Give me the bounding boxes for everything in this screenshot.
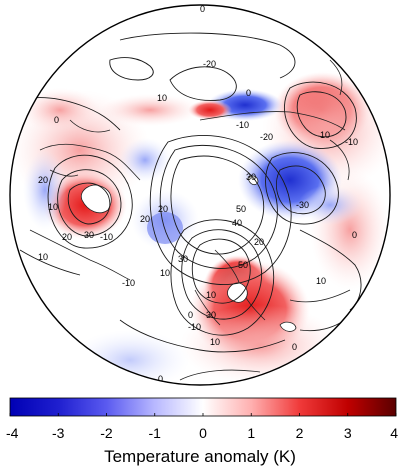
contour-label: 20 (140, 214, 150, 224)
contour-label: 0 (54, 115, 59, 125)
colorbar-tick-label: 4 (390, 425, 398, 441)
contour-zero (119, 32, 296, 79)
colorbar-tick-label: 2 (296, 425, 304, 441)
contour-zero (169, 66, 237, 101)
contour-label: 30 (246, 172, 256, 182)
contour-label: 20 (158, 204, 168, 214)
colorbar-ticks: -4 -3 -2 -1 0 1 2 3 4 (6, 413, 398, 441)
colorbar-tick-label: -2 (100, 425, 113, 441)
coastlines (29, 59, 351, 381)
contour-positive (149, 135, 292, 285)
contour-negative (57, 169, 122, 237)
contour-label: 20 (254, 237, 264, 247)
cold-anomaly-center-core (147, 212, 183, 244)
contour-label: -10 (236, 120, 249, 130)
contour-label: -20 (260, 132, 273, 142)
contour-zero (19, 249, 81, 276)
contour-label: 50 (236, 204, 246, 214)
contour-label: 20 (62, 232, 72, 242)
contour-label: 30 (178, 254, 188, 264)
contour-label: 0 (200, 4, 205, 14)
contour-label: 40 (232, 218, 242, 228)
contour-negative (265, 152, 339, 225)
contour-label: -10 (122, 278, 135, 288)
contour-zero (109, 57, 154, 81)
anomaly-shading (10, 70, 390, 385)
colorbar-title: Temperature anomaly (K) (104, 447, 296, 466)
colorbar-tick-label: 1 (247, 425, 255, 441)
contour-label: 0 (158, 374, 163, 384)
coastline-canada (49, 119, 111, 177)
contour-positive (181, 229, 263, 320)
contour-label: 0 (292, 342, 297, 352)
colorbar-tick-label: 0 (199, 425, 207, 441)
polar-map: 0 -20 10 0 -10 -20 10 -10 20 10 0 10 20 … (10, 4, 390, 385)
contour-label: 0 (188, 310, 193, 320)
coastline-africa (179, 369, 261, 381)
warm-anomaly-west-north (20, 88, 100, 132)
contour-negative (284, 81, 357, 150)
coastline-japan (329, 59, 343, 96)
contour-label: 30 (206, 310, 216, 320)
contour-label: 10 (206, 290, 216, 300)
colorbar: -4 -3 -2 -1 0 1 2 3 4 Temperature anomaly (K) (6, 397, 398, 466)
contour-label: 20 (38, 175, 48, 185)
colorbar-tick-label: -1 (149, 425, 162, 441)
colorbar-tick-label: -3 (52, 425, 65, 441)
contour-label: 0 (246, 88, 251, 98)
contour-zero (119, 319, 286, 353)
contour-label: -10 (100, 232, 113, 242)
contour-negative (67, 182, 111, 225)
contour-label: -10 (188, 322, 201, 332)
coastline-siberia (199, 111, 350, 181)
cold-anomaly-west (23, 150, 67, 230)
contour-label: -10 (345, 137, 358, 147)
colorbar-tick-label: 3 (344, 425, 352, 441)
coastline-north-america (29, 143, 141, 281)
contour-positive (170, 219, 275, 336)
contour-label: 0 (352, 230, 357, 240)
colorbar-tick-label: -4 (6, 425, 19, 441)
contour-positive (191, 238, 251, 304)
contour-label: 30 (84, 230, 94, 240)
island-iceland (279, 321, 297, 332)
contour-label: 10 (157, 93, 167, 103)
contour-label: 10 (320, 130, 330, 140)
contour-label-group: 0 -20 10 0 -10 -20 10 -10 20 10 0 10 20 … (38, 4, 358, 384)
cold-anomaly-south (70, 330, 190, 385)
globe-border (9, 4, 391, 386)
contour-zero (299, 229, 362, 311)
contour-negative (296, 91, 347, 138)
warm-anomaly-greenland (100, 94, 200, 126)
contour-label: 10 (48, 202, 58, 212)
contour-positive (159, 144, 278, 269)
contour-label: 50 (238, 260, 248, 270)
contour-label: 10 (160, 268, 170, 278)
contour-label: 10 (316, 276, 326, 286)
cold-anomaly-east-tail (298, 185, 362, 225)
warm-anomaly-north (188, 100, 232, 120)
contour-negative (276, 165, 326, 215)
coastline-greenland (80, 184, 112, 214)
contour-label: 10 (38, 252, 48, 262)
contour-negative (47, 154, 133, 249)
contour-label: -30 (296, 200, 309, 210)
coastline-scandinavia (227, 282, 248, 303)
contour-label: 10 (210, 337, 220, 347)
contour-positive (170, 155, 265, 255)
contour-label: -20 (203, 59, 216, 69)
